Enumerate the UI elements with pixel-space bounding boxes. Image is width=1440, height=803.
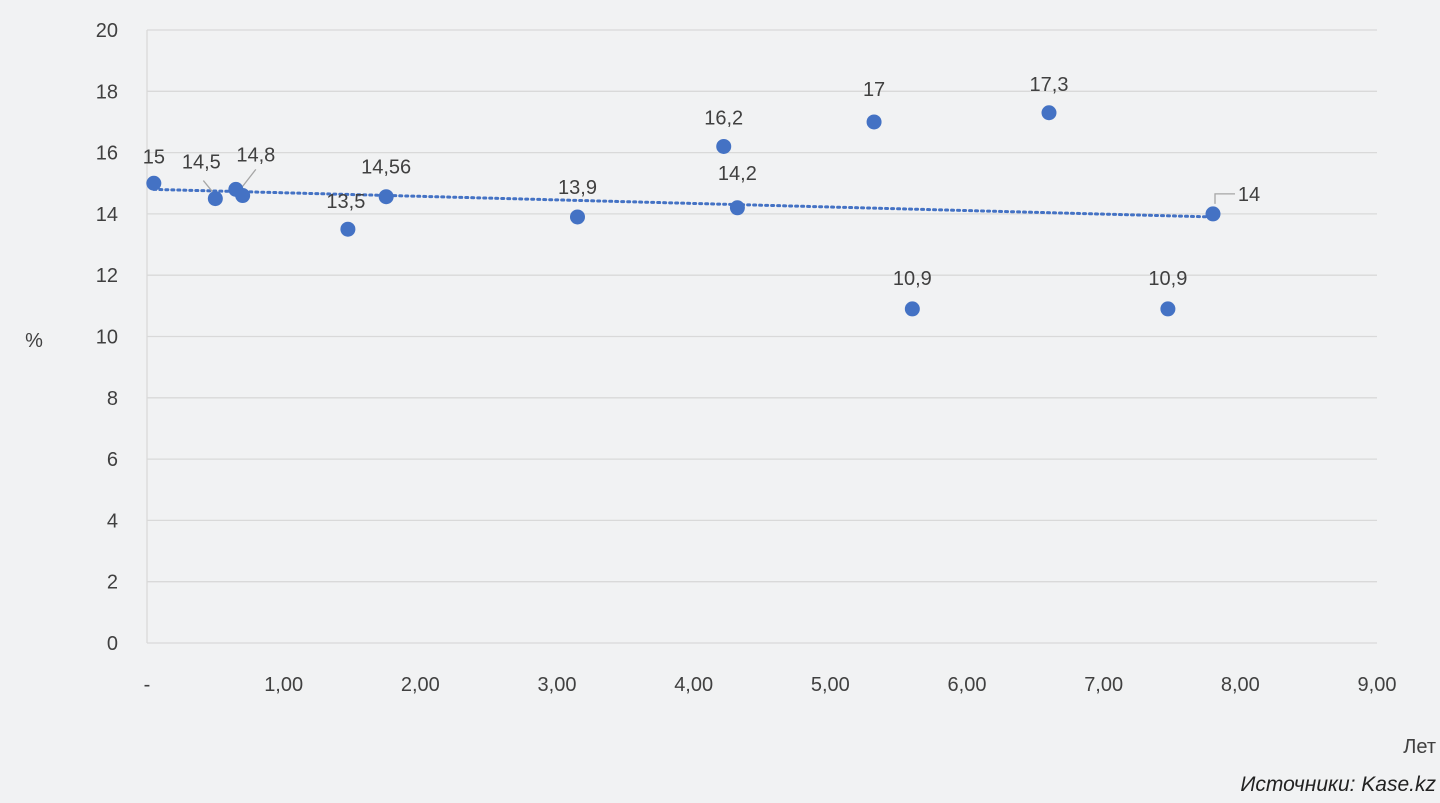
data-label: 16,2 bbox=[704, 107, 743, 129]
data-label: 13,5 bbox=[326, 191, 365, 213]
x-tick-label: 8,00 bbox=[1221, 674, 1260, 696]
x-tick-label: 4,00 bbox=[674, 674, 713, 696]
y-tick-label: 4 bbox=[107, 510, 118, 532]
data-point bbox=[729, 200, 745, 216]
data-point bbox=[207, 191, 223, 207]
data-label: 14,8 bbox=[236, 144, 275, 166]
data-point bbox=[570, 209, 585, 225]
data-label: 10,9 bbox=[1148, 268, 1187, 290]
y-tick-label: 12 bbox=[96, 265, 118, 287]
points-layer bbox=[146, 105, 1221, 317]
x-tick-label: 6,00 bbox=[948, 674, 987, 696]
x-tick-label: 7,00 bbox=[1084, 674, 1123, 696]
data-label: 14 bbox=[1238, 184, 1260, 206]
source-note: Источники: Kase.kz bbox=[1240, 773, 1436, 796]
data-point bbox=[1160, 301, 1176, 317]
trendline-layer bbox=[152, 187, 1215, 219]
data-label: 14,5 bbox=[182, 152, 221, 174]
data-labels-layer: 15 14,5 14,8 13,5 14,56 13,9 16,2 14,2 17 10,9 17,… bbox=[143, 74, 1260, 290]
x-tick-label: 3,00 bbox=[538, 674, 577, 696]
y-tick-label: 2 bbox=[107, 572, 118, 594]
data-label: 10,9 bbox=[893, 268, 932, 290]
y-tick-label: 20 bbox=[96, 20, 118, 42]
x-axis-title: Лет bbox=[1403, 736, 1436, 758]
data-point bbox=[146, 175, 162, 191]
grid-lines bbox=[146, 29, 1377, 644]
y-tick-label: 14 bbox=[96, 204, 118, 226]
data-point bbox=[235, 188, 251, 204]
data-point bbox=[340, 221, 356, 237]
y-tick-label: 0 bbox=[107, 633, 118, 655]
x-tick-label: 5,00 bbox=[811, 674, 850, 696]
leader-line bbox=[1214, 193, 1235, 204]
leader-lines bbox=[202, 168, 1235, 204]
data-point bbox=[866, 114, 882, 130]
data-label: 17 bbox=[863, 79, 885, 101]
leader-line bbox=[241, 168, 257, 188]
data-label: 13,9 bbox=[558, 177, 597, 199]
x-tick-label: 1,00 bbox=[264, 674, 303, 696]
y-tick-label: 8 bbox=[107, 388, 118, 410]
data-point bbox=[904, 301, 920, 317]
data-label: 15 bbox=[143, 146, 165, 168]
x-tick-label: 2,00 bbox=[401, 674, 440, 696]
data-point bbox=[378, 189, 394, 205]
x-tick-label: 9,00 bbox=[1358, 674, 1397, 696]
data-point bbox=[716, 138, 732, 154]
trendline bbox=[152, 187, 1215, 219]
data-label: 17,3 bbox=[1030, 74, 1069, 96]
y-tick-label: 16 bbox=[96, 143, 118, 165]
y-tick-label: 6 bbox=[107, 449, 118, 471]
y-axis: 0 2 4 6 8 10 12 14 16 18 20 bbox=[96, 20, 118, 655]
x-axis: - 1,00 2,00 3,00 4,00 5,00 6,00 7,00 8,00 9,00 bbox=[144, 674, 1397, 696]
data-label: 14,56 bbox=[361, 157, 411, 179]
y-axis-title: % bbox=[25, 330, 43, 352]
y-tick-label: 18 bbox=[96, 81, 118, 103]
leader-line bbox=[202, 180, 213, 192]
x-tick-label: - bbox=[144, 674, 151, 696]
data-point bbox=[1041, 105, 1057, 121]
data-point bbox=[1205, 206, 1221, 222]
y-tick-label: 10 bbox=[96, 327, 118, 349]
data-label: 14,2 bbox=[718, 163, 757, 185]
